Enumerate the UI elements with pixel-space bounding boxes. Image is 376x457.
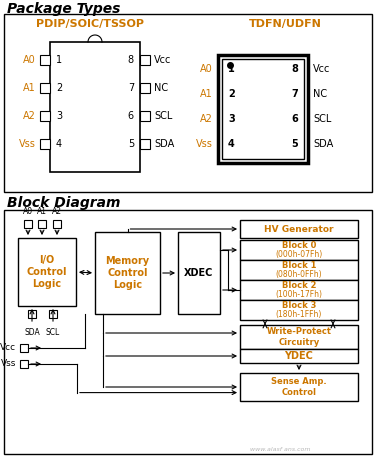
Text: A0: A0	[200, 64, 213, 74]
Bar	[50, 42, 140, 172]
Text: 6: 6	[128, 111, 134, 121]
Text: Vcc: Vcc	[154, 55, 171, 65]
Text: SDA: SDA	[154, 139, 174, 149]
Bar	[178, 232, 220, 314]
Text: NC: NC	[154, 83, 168, 93]
Bar	[53, 220, 61, 228]
Text: A0: A0	[23, 55, 36, 65]
Text: Block 3: Block 3	[282, 302, 316, 310]
Text: Write-Protect
Circuitry: Write-Protect Circuitry	[267, 327, 332, 347]
Text: Block Diagram: Block Diagram	[7, 196, 120, 210]
Text: Block 2: Block 2	[282, 282, 316, 291]
Bar	[240, 349, 358, 363]
Bar	[40, 83, 50, 93]
Bar	[222, 59, 304, 159]
Text: Block 1: Block 1	[282, 261, 316, 271]
Text: TDFN/UDFN: TDFN/UDFN	[249, 19, 321, 29]
Text: SCL: SCL	[313, 114, 331, 124]
Text: NC: NC	[313, 89, 327, 99]
Bar	[240, 300, 358, 320]
Text: 1: 1	[56, 55, 62, 65]
Bar	[240, 280, 358, 300]
Text: A2: A2	[23, 111, 36, 121]
Text: 1: 1	[228, 64, 235, 74]
Bar	[240, 373, 358, 401]
Text: 7: 7	[128, 83, 134, 93]
Bar	[240, 240, 358, 260]
Bar	[38, 220, 46, 228]
Text: HV Generator: HV Generator	[264, 224, 334, 234]
Text: Vss: Vss	[196, 139, 213, 149]
Text: 8: 8	[128, 55, 134, 65]
Bar	[20, 360, 28, 368]
Bar	[240, 260, 358, 280]
Text: Vcc: Vcc	[313, 64, 331, 74]
Text: (100h-17Fh): (100h-17Fh)	[276, 291, 323, 299]
Text: 3: 3	[228, 114, 235, 124]
Bar	[20, 344, 28, 352]
Text: SDA: SDA	[313, 139, 333, 149]
Bar	[4, 14, 372, 192]
Text: Block 0: Block 0	[282, 241, 316, 250]
Bar	[40, 139, 50, 149]
Bar	[40, 111, 50, 121]
Text: (000h-07Fh): (000h-07Fh)	[275, 250, 323, 260]
Text: 7: 7	[291, 89, 298, 99]
Text: 6: 6	[291, 114, 298, 124]
Text: Vss: Vss	[1, 360, 16, 368]
Text: 5: 5	[291, 139, 298, 149]
Bar	[140, 55, 150, 65]
Bar	[140, 139, 150, 149]
Bar	[49, 310, 57, 318]
Text: A1: A1	[23, 83, 36, 93]
Text: 3: 3	[56, 111, 62, 121]
Bar	[40, 55, 50, 65]
Text: XDEC: XDEC	[184, 268, 214, 278]
Text: 2: 2	[228, 89, 235, 99]
Text: 2: 2	[56, 83, 62, 93]
Text: A2: A2	[200, 114, 213, 124]
Text: PDIP/SOIC/TSSOP: PDIP/SOIC/TSSOP	[36, 19, 144, 29]
Text: 4: 4	[56, 139, 62, 149]
Text: Memory
Control
Logic: Memory Control Logic	[105, 256, 150, 290]
Text: Vcc: Vcc	[0, 344, 16, 352]
Text: 4: 4	[228, 139, 235, 149]
Bar	[218, 55, 308, 163]
Text: Vss: Vss	[19, 139, 36, 149]
Text: A0: A0	[23, 207, 33, 216]
Text: Package Types: Package Types	[7, 2, 120, 16]
Text: YDEC: YDEC	[285, 351, 314, 361]
Bar	[140, 83, 150, 93]
Bar	[24, 220, 32, 228]
Bar	[18, 238, 76, 306]
Text: A1: A1	[200, 89, 213, 99]
Text: (080h-0FFh): (080h-0FFh)	[276, 271, 322, 280]
Bar	[140, 111, 150, 121]
Bar	[240, 325, 358, 349]
Bar	[240, 220, 358, 238]
Text: I/O
Control
Logic: I/O Control Logic	[27, 255, 67, 289]
Text: 5: 5	[128, 139, 134, 149]
Text: SDA: SDA	[24, 328, 40, 337]
Text: SCL: SCL	[154, 111, 172, 121]
Text: (180h-1FFh): (180h-1FFh)	[276, 310, 322, 319]
Text: SCL: SCL	[46, 328, 60, 337]
Bar	[4, 210, 372, 454]
Bar	[28, 310, 36, 318]
Text: www.alasf ans.com: www.alasf ans.com	[250, 447, 310, 452]
Text: Sense Amp.
Control: Sense Amp. Control	[271, 377, 327, 397]
Text: A1: A1	[37, 207, 47, 216]
Text: A2: A2	[52, 207, 62, 216]
Bar	[95, 232, 160, 314]
Text: 8: 8	[291, 64, 298, 74]
